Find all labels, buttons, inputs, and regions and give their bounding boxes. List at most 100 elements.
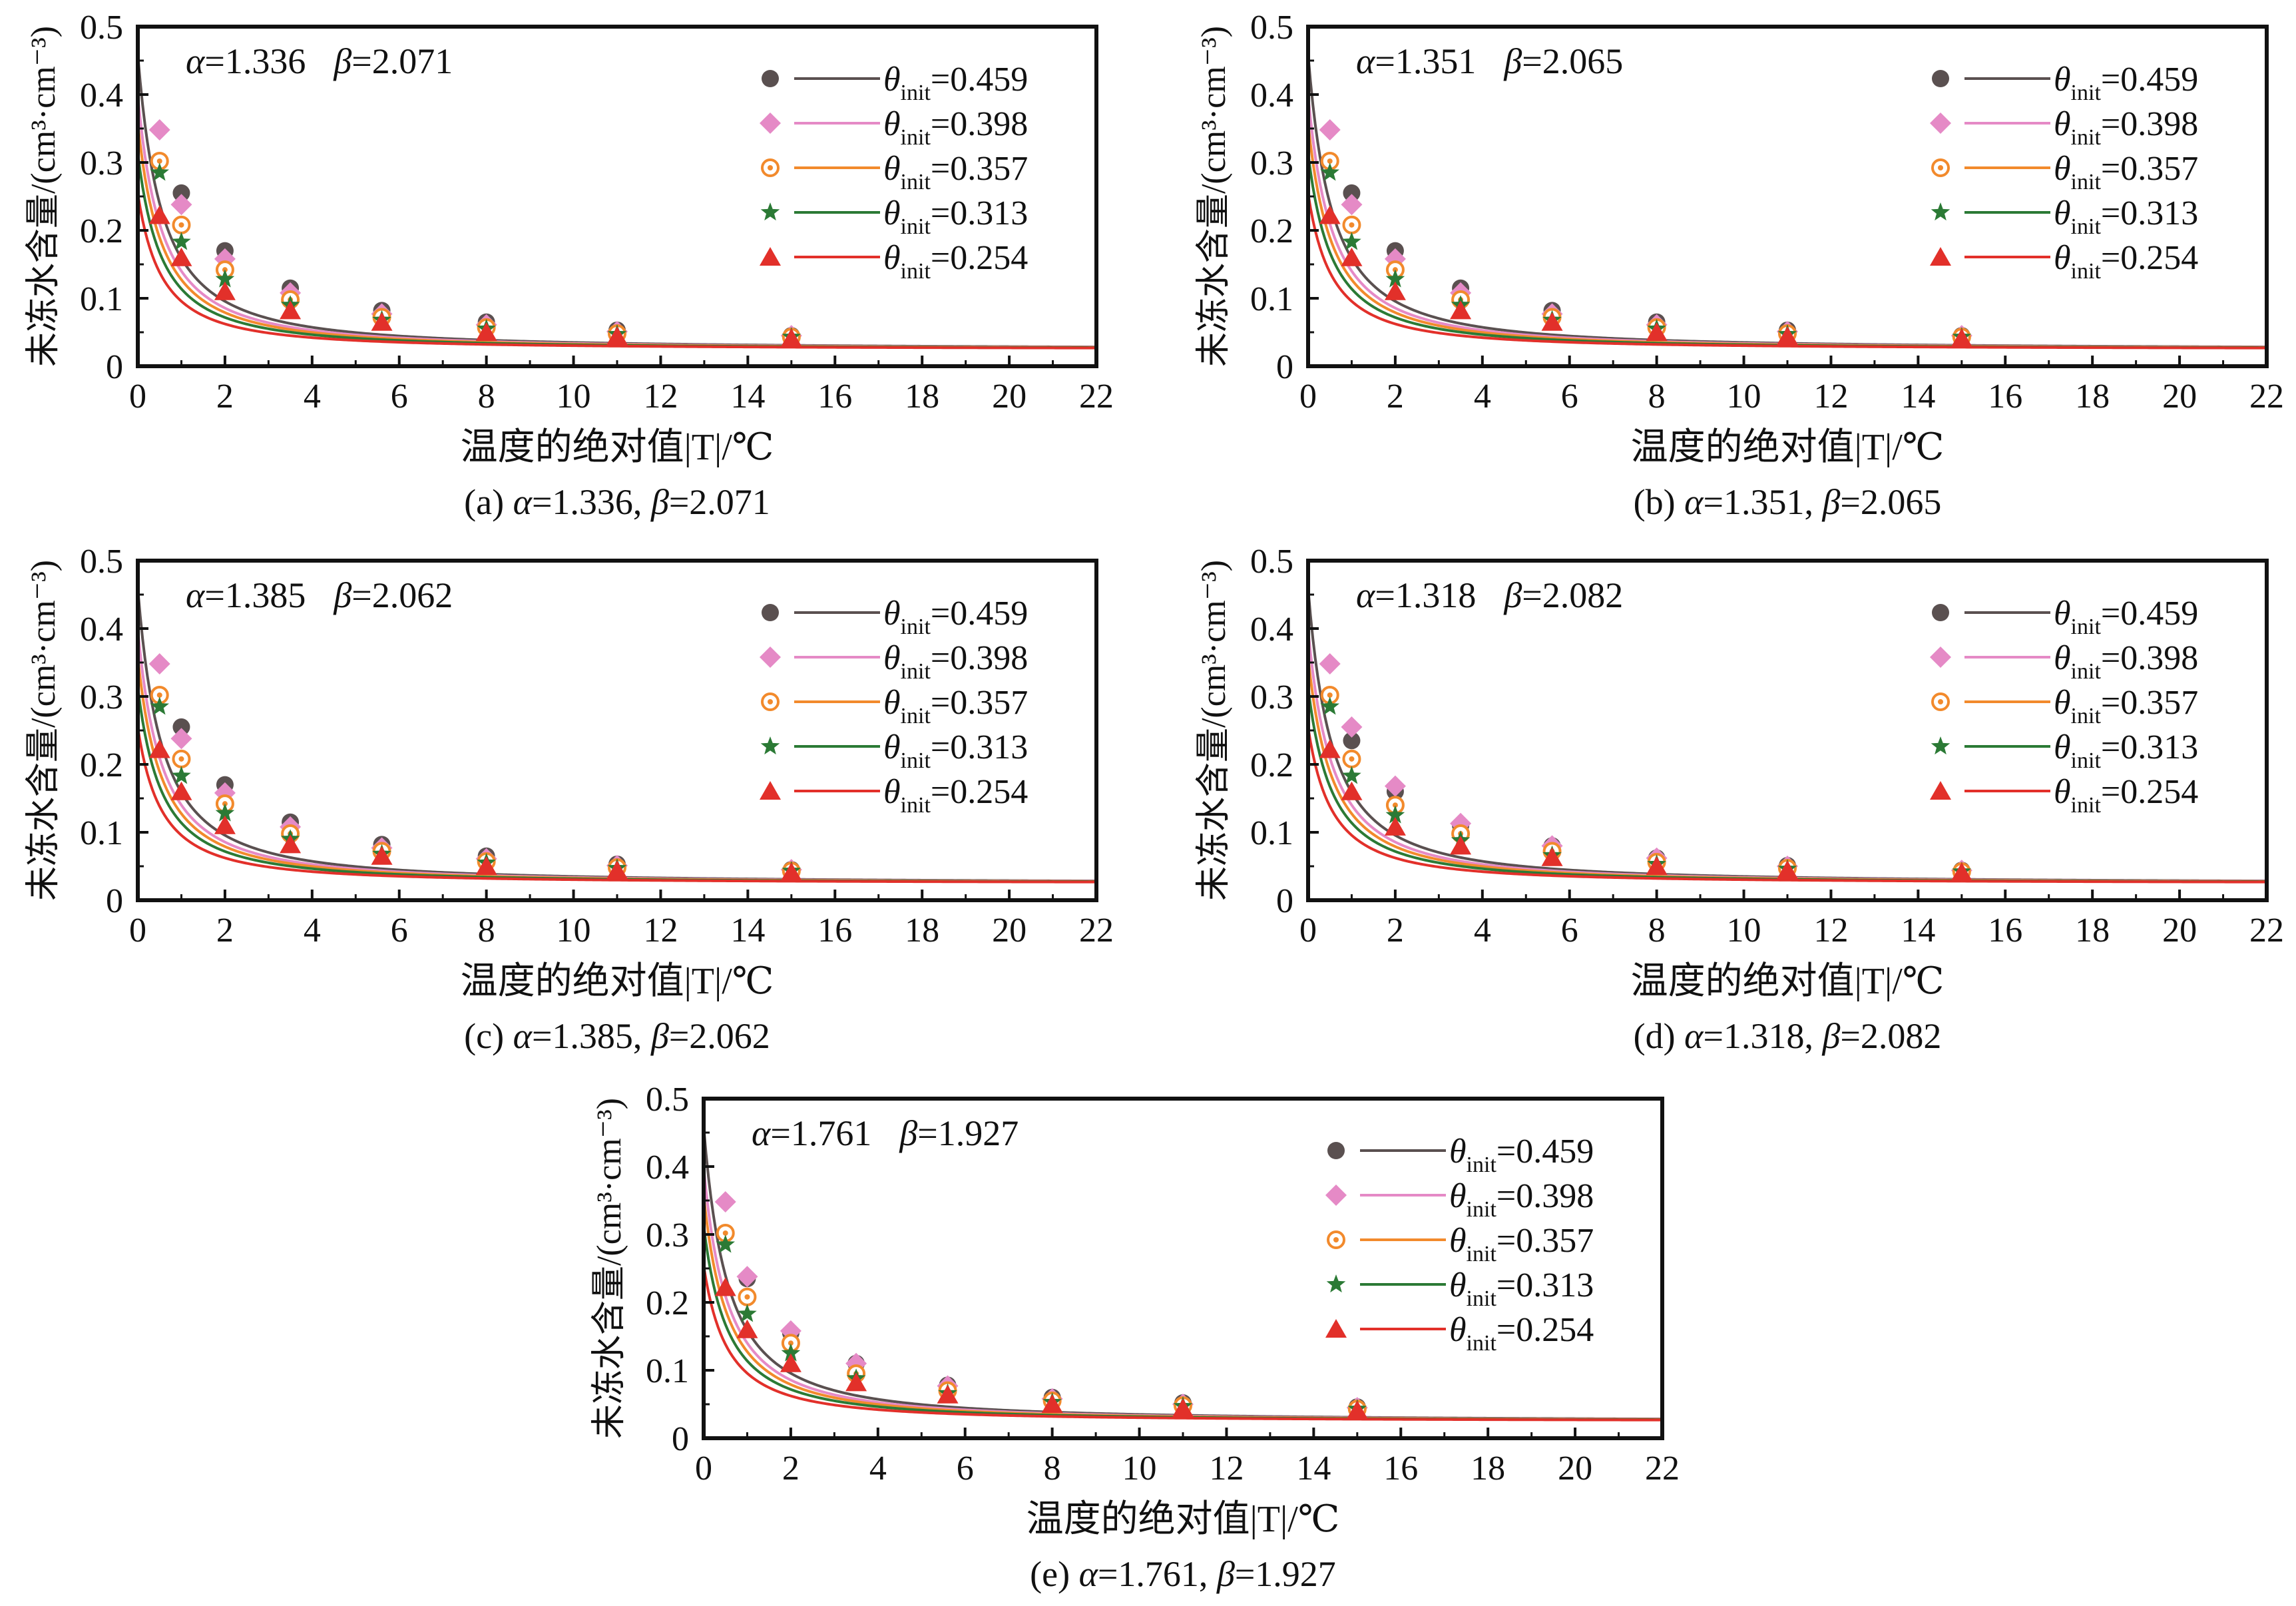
data-point-s1	[1343, 184, 1361, 202]
data-point-s5	[1541, 847, 1563, 866]
legend-value: =0.459	[2101, 595, 2198, 633]
data-point-s4	[1385, 805, 1405, 824]
legend-sub: init	[2071, 748, 2102, 773]
y-tick-label: 0.4	[646, 1149, 689, 1187]
x-tick-label: 18	[2075, 912, 2110, 949]
data-point-s2	[1319, 119, 1341, 141]
legend-marker	[1326, 1274, 1346, 1293]
legend-label: θinit=0.357	[883, 684, 1028, 728]
x-tick-label: 10	[1727, 912, 1761, 949]
data-point-s3	[172, 215, 191, 234]
data-point-s4	[781, 1343, 801, 1362]
series-line-5	[138, 193, 1096, 350]
x-tick-label: 16	[817, 378, 852, 415]
legend-item-4: θinit=0.313	[1931, 728, 2198, 773]
caption-alpha-symbol: α	[513, 482, 533, 522]
data-point-s4	[1320, 696, 1339, 715]
x-axis-label: 温度的绝对值|T|/℃	[461, 961, 774, 1002]
panel-caption: (d) α=1.318, β=2.082	[1634, 1016, 1942, 1056]
data-point-s5	[1777, 326, 1798, 346]
y-tick-label: 0.4	[1250, 77, 1293, 115]
alpha-value: =1.351	[1375, 41, 1476, 81]
data-point-s3	[172, 749, 191, 768]
caption-alpha-value: =1.761,	[1098, 1554, 1217, 1594]
beta-value: =2.082	[1522, 575, 1623, 615]
legend-value: =0.398	[2101, 105, 2198, 143]
data-point-s5	[1646, 322, 1668, 341]
y-tick-label: 0.3	[1250, 678, 1293, 716]
caption-beta-symbol: β	[650, 482, 669, 522]
legend-theta: θ	[883, 595, 901, 633]
y-axis-label: 未冻水含量/(cm³·cm⁻³)	[25, 560, 63, 901]
legend-theta: θ	[883, 773, 901, 811]
legend-theta: θ	[883, 728, 901, 766]
x-tick-label: 8	[1648, 912, 1666, 949]
data-point-s2	[1319, 653, 1341, 675]
legend-item-5: θinit=0.254	[1930, 773, 2198, 818]
alpha-value: =1.336	[204, 41, 306, 81]
caption-alpha-symbol: α	[1079, 1554, 1099, 1594]
legend-theta: θ	[1449, 1311, 1467, 1349]
data-point-s5	[1951, 328, 1972, 348]
y-tick-label: 0.1	[80, 280, 123, 318]
alpha-symbol: α	[752, 1113, 772, 1153]
data-point-s5	[148, 205, 170, 224]
legend-marker	[760, 736, 780, 755]
data-point-s3-dot	[1392, 802, 1398, 808]
legend-label: θinit=0.398	[2054, 639, 2198, 684]
legend-marker	[1930, 647, 1951, 668]
legend-theta: θ	[1449, 1266, 1467, 1304]
chart-panel-e: 0 2 4 6 8 10 12 14 16 18 20 22 0 0.1 0.2 0.3 0.4 0.5 未冻水含量…	[590, 1081, 1680, 1594]
legend-theta: θ	[883, 194, 901, 232]
x-tick-label: 2	[1387, 378, 1404, 415]
legend-item-1: θinit=0.459	[762, 595, 1028, 639]
legend-value: =0.398	[2101, 639, 2198, 677]
legend-value: =0.254	[931, 773, 1028, 811]
caption-beta-symbol: β	[650, 1016, 669, 1056]
legend-value: =0.313	[2101, 194, 2198, 232]
data-point-s4	[1342, 232, 1361, 250]
data-point-s5	[1450, 300, 1472, 320]
x-tick-label: 6	[391, 378, 408, 415]
beta-value: =1.927	[917, 1113, 1019, 1153]
data-point-s4	[150, 696, 169, 715]
caption-alpha-value: =1.336,	[532, 482, 651, 522]
legend-label: θinit=0.459	[2054, 595, 2198, 639]
beta-symbol: β	[333, 575, 351, 615]
legend-marker	[1931, 692, 1950, 711]
x-tick-label: 10	[1727, 378, 1761, 415]
x-tick-label: 2	[1387, 912, 1404, 949]
legend-theta: θ	[2054, 595, 2071, 633]
legend-sub: init	[1467, 1153, 1497, 1177]
data-point-s3-dot	[156, 692, 162, 698]
y-tick-label: 0.3	[1250, 144, 1293, 182]
x-tick-label: 20	[2162, 378, 2197, 415]
data-point-s3-dot	[1327, 692, 1333, 698]
legend-label: θinit=0.459	[2054, 61, 2198, 105]
legend-marker	[761, 158, 780, 177]
legend-value: =0.313	[1496, 1266, 1594, 1304]
legend-theta: θ	[883, 61, 901, 99]
legend-marker	[1931, 202, 1951, 221]
data-point-s5	[1341, 247, 1363, 266]
data-point-s5	[170, 247, 192, 266]
y-tick-label: 0.4	[80, 611, 123, 649]
legend-item-5: θinit=0.254	[1930, 239, 2198, 284]
legend-theta: θ	[2054, 639, 2071, 677]
legend-label: θinit=0.398	[883, 105, 1028, 150]
data-point-s3-dot	[178, 756, 184, 762]
alpha-symbol: α	[1356, 575, 1376, 615]
data-point-s3-dot	[156, 158, 162, 164]
legend-marker	[1930, 247, 1951, 266]
x-tick-label: 0	[695, 1450, 712, 1487]
data-points	[148, 119, 802, 348]
x-tick-label: 16	[817, 912, 852, 949]
y-tick-label: 0.2	[1250, 212, 1293, 250]
data-point-s4	[172, 766, 191, 784]
caption-alpha-symbol: α	[1684, 482, 1704, 522]
beta-value: =2.062	[351, 575, 453, 615]
x-axis-label: 温度的绝对值|T|/℃	[1631, 427, 1945, 468]
data-point-s5	[714, 1277, 736, 1296]
legend-label: θinit=0.313	[1449, 1266, 1594, 1311]
x-tick-label: 20	[992, 378, 1027, 415]
